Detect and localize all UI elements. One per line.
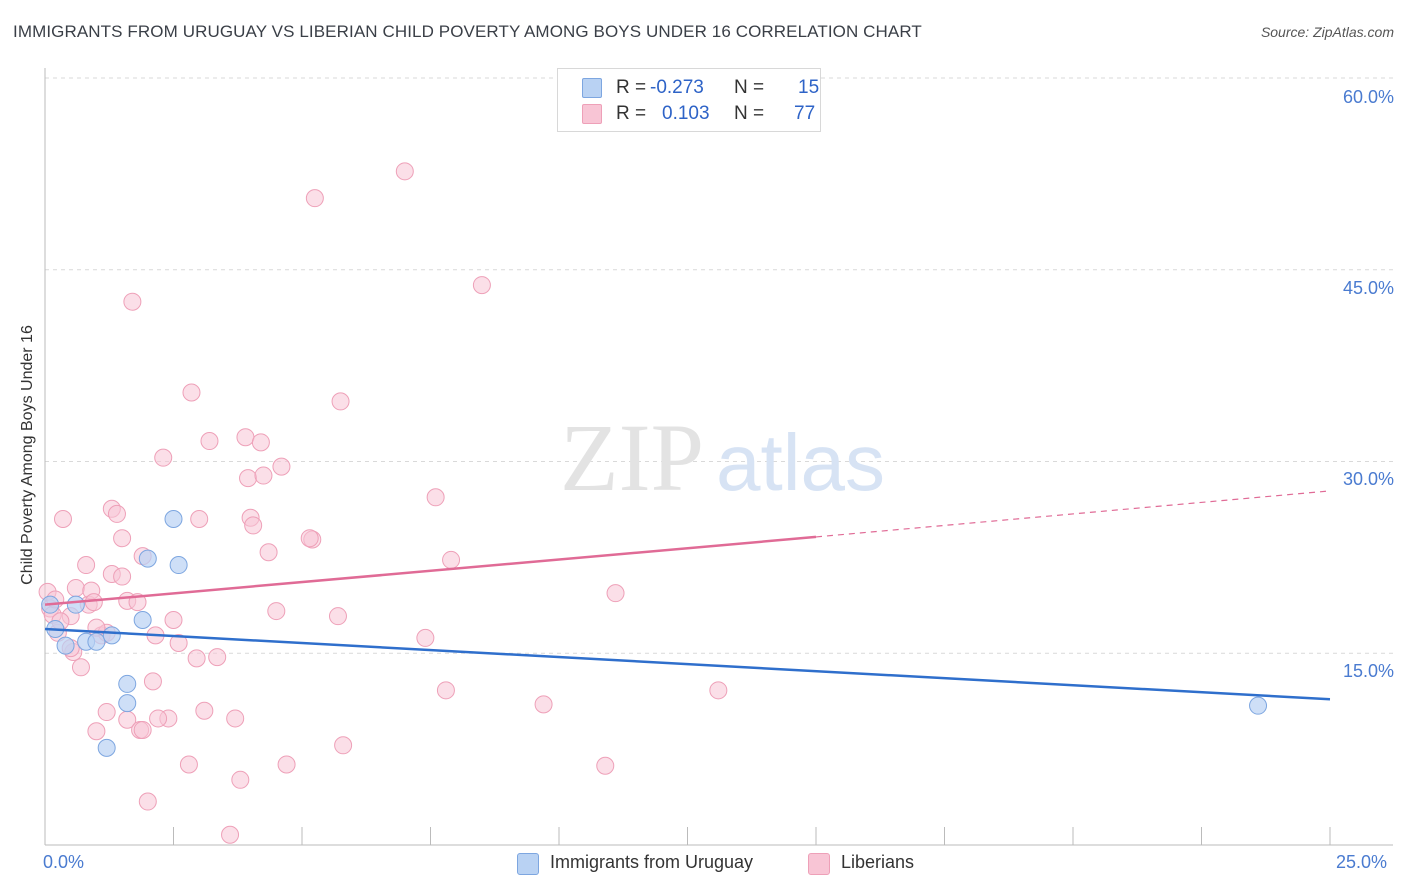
stats-swatch-blue bbox=[582, 78, 602, 98]
uruguay-point bbox=[118, 694, 137, 713]
n-value-pink: 77 bbox=[794, 103, 816, 124]
liberians-point bbox=[195, 701, 214, 720]
r-label: R = bbox=[616, 103, 647, 124]
liberians-point bbox=[244, 516, 263, 535]
liberians-point bbox=[190, 510, 209, 529]
uruguay-point bbox=[1249, 696, 1268, 715]
legend-label-uruguay: Immigrants from Uruguay bbox=[550, 852, 754, 872]
liberians-point bbox=[143, 672, 162, 691]
liberians-point bbox=[71, 658, 90, 677]
y-axis-label: Child Poverty Among Boys Under 16 bbox=[19, 325, 36, 585]
liberians-point bbox=[221, 825, 240, 844]
y-tick-30: 30.0% bbox=[1342, 469, 1394, 489]
liberians-point bbox=[239, 469, 258, 488]
liberians-point bbox=[138, 792, 157, 811]
legend-swatch-pink bbox=[808, 853, 830, 875]
uruguay-point bbox=[87, 632, 106, 651]
liberians-point bbox=[331, 392, 350, 411]
liberians-point bbox=[164, 611, 183, 630]
liberians-point bbox=[251, 433, 270, 452]
liberians-point bbox=[236, 428, 255, 447]
uruguay-point bbox=[102, 626, 121, 645]
liberians-point bbox=[77, 556, 96, 575]
y-tick-60: 60.0% bbox=[1342, 87, 1394, 107]
liberians-point bbox=[226, 709, 245, 728]
r-value-blue: -0.273 bbox=[650, 77, 704, 98]
liberians-point bbox=[182, 383, 201, 402]
liberians-point bbox=[113, 529, 132, 548]
x-tick-max: 25.0% bbox=[1336, 852, 1388, 872]
liberians-point bbox=[426, 488, 445, 507]
liberians-point bbox=[87, 722, 106, 741]
liberians-point bbox=[133, 720, 152, 739]
liberians-point bbox=[272, 457, 291, 476]
liberians-point bbox=[66, 579, 85, 598]
legend-swatch-blue bbox=[517, 853, 539, 875]
uruguay-point bbox=[66, 595, 85, 614]
liberians-point bbox=[53, 510, 72, 529]
source-label: Source: ZipAtlas.com bbox=[1260, 24, 1394, 40]
x-tick-min: 0.0% bbox=[43, 852, 85, 872]
liberians-point bbox=[305, 189, 324, 208]
liberians-point bbox=[259, 543, 278, 562]
liberians-point bbox=[208, 648, 227, 667]
liberians-point bbox=[596, 756, 615, 775]
liberians-point bbox=[436, 681, 455, 700]
uruguay-trend-line bbox=[44, 627, 1331, 701]
liberians-point bbox=[254, 466, 273, 485]
uruguay-point bbox=[118, 674, 137, 693]
liberians-point bbox=[606, 584, 625, 603]
liberians-point bbox=[277, 755, 296, 774]
liberians-point bbox=[179, 755, 198, 774]
uruguay-point bbox=[97, 738, 116, 757]
grid-lines bbox=[45, 77, 1393, 654]
r-label: R = bbox=[616, 77, 647, 98]
n-value-blue: 15 bbox=[798, 77, 820, 98]
y-tick-15: 15.0% bbox=[1342, 661, 1394, 681]
liberians-point bbox=[709, 681, 728, 700]
uruguay-point bbox=[133, 611, 152, 630]
liberians-point bbox=[231, 770, 250, 789]
liberians-point bbox=[200, 432, 219, 451]
liberians-point bbox=[328, 607, 347, 626]
trend-lines bbox=[44, 490, 1331, 701]
liberians-point bbox=[149, 709, 168, 728]
liberians-point bbox=[300, 529, 319, 548]
stats-swatch-pink bbox=[582, 104, 602, 124]
liberians-point bbox=[416, 628, 435, 647]
uruguay-point bbox=[169, 556, 188, 575]
liberians-trend-line bbox=[44, 535, 817, 606]
uruguay-point bbox=[138, 549, 157, 568]
liberians-point bbox=[113, 567, 132, 586]
stats-box: R = -0.273 N = 15 R = 0.103 N = 77 bbox=[557, 68, 821, 132]
watermark: ZIP atlas bbox=[560, 404, 885, 511]
legend-label-liberians: Liberians bbox=[841, 852, 915, 872]
liberians-point bbox=[97, 703, 116, 722]
n-label: N = bbox=[734, 103, 765, 124]
axes bbox=[44, 68, 1393, 846]
liberians-point bbox=[107, 504, 126, 523]
liberians-point bbox=[334, 736, 353, 755]
uruguay-points bbox=[41, 510, 1268, 757]
liberians-point bbox=[187, 649, 206, 668]
liberians-trend-line-extension bbox=[815, 490, 1331, 538]
liberians-point bbox=[472, 276, 491, 295]
watermark-atlas: atlas bbox=[716, 418, 885, 507]
liberians-point bbox=[442, 550, 461, 569]
n-label: N = bbox=[734, 77, 765, 98]
liberians-point bbox=[123, 292, 142, 311]
liberians-point bbox=[534, 695, 553, 714]
r-value-pink: 0.103 bbox=[662, 103, 710, 124]
watermark-zip: ZIP bbox=[560, 404, 704, 511]
liberians-point bbox=[154, 448, 173, 467]
liberians-point bbox=[267, 602, 286, 621]
uruguay-point bbox=[164, 510, 183, 529]
liberians-point bbox=[169, 634, 188, 653]
y-tick-45: 45.0% bbox=[1342, 278, 1394, 298]
uruguay-point bbox=[56, 636, 75, 655]
chart-title: IMMIGRANTS FROM URUGUAY VS LIBERIAN CHIL… bbox=[13, 22, 922, 41]
liberians-point bbox=[395, 162, 414, 181]
